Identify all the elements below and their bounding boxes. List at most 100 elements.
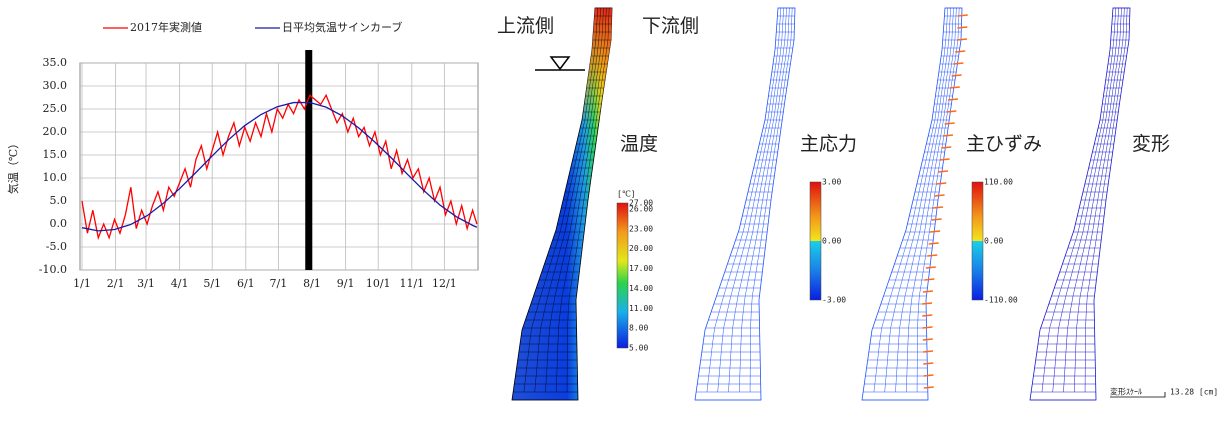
colorbar-label: 23.00 [629,224,653,233]
colorbar-label: 0.00 [984,237,1003,246]
strain-arrow [946,110,957,113]
x-tick-label: 9/1 [337,277,355,290]
dam-panels: 上流側 下流側 温度 主応力 主ひずみ 変形 [℃] 変形ｽｹｰﾙ 13.28 … [497,7,1218,401]
colorbar-label: 20.00 [629,244,653,253]
y-axis-label: 気温（℃） [6,138,20,194]
mesh-line [1052,7,1119,393]
mesh-line [1041,7,1117,393]
mesh-line [728,7,787,393]
mesh-line [706,7,782,393]
x-tick-label: 2/1 [107,277,125,290]
plot-area [79,62,479,271]
panel-title: 温度 [620,133,658,155]
mesh-line [717,7,784,393]
y-tick-label: 20.0 [43,125,68,138]
x-tick-label: 3/1 [137,277,155,290]
colorbar-label: 3.00 [822,178,841,187]
y-tick-label: -10.0 [39,263,67,276]
strain-arrow [922,350,934,353]
strain-arrow [923,374,934,377]
strain-arrow [957,26,968,29]
panel-title: 主応力 [800,133,857,155]
dam-outline [861,7,963,401]
y-tick-label: 15.0 [43,148,68,161]
mesh-line [895,7,954,393]
series-line [81,101,478,232]
y-tick-label: 25.0 [43,102,68,115]
strain-arrow [951,74,962,77]
colorbar-label: 14.00 [629,284,653,293]
colorbar-label: -110.00 [984,296,1018,305]
water-level-symbol [549,56,571,71]
x-tick-label: 10/1 [366,277,391,290]
strain-arrow [947,98,959,101]
downstream-label: 下流側 [642,15,699,37]
mesh-line [873,7,949,393]
x-tick-label: 5/1 [203,277,221,290]
strain-arrow [922,338,933,341]
mesh-line [1074,7,1125,393]
strain-arrow [922,326,933,329]
date-marker [305,50,313,270]
strain-arrow [924,278,935,281]
upstream-label: 上流側 [497,15,554,37]
strain-arrow [928,242,939,245]
colorbar [809,181,822,301]
y-tick-label: -5.0 [46,240,67,253]
mesh-line [749,7,793,393]
strain-arrow [934,194,945,197]
y-tick-label: 30.0 [43,79,68,92]
x-tick-label: 6/1 [237,277,255,290]
colorbar-label: 5.00 [629,344,648,353]
y-tick-label: 0.0 [50,217,68,230]
colorbar-unit: [℃] [617,190,636,199]
colorbar [616,202,629,349]
strain-arrow [957,14,968,17]
mesh-line [884,7,951,393]
strain-arrow [953,62,964,65]
x-tick-label: 7/1 [270,277,288,290]
mesh-line [556,7,607,393]
strain-arrow [930,230,941,233]
line-chart: 気温（℃） -10.0 -5.0 0.0 5.0 10.0 15.0 20.0 25.0 30.… [6,20,479,290]
colorbar-label: 11.00 [629,304,653,313]
panel-title: 主ひずみ [966,133,1042,155]
strain-arrow [923,386,934,389]
mesh-line [739,7,790,393]
strain-arrow [955,50,966,53]
series-line [81,93,478,241]
mesh-line [534,7,601,393]
strain-arrow [931,218,942,221]
strain-arrow [923,362,934,365]
strain-arrow [956,38,968,41]
strain-arrow [922,290,934,293]
y-tick-label: 10.0 [43,171,68,184]
strain-arrow [925,266,936,269]
strain-arrow [927,254,938,257]
legend-label: 日平均気温サインカーブ [282,20,402,34]
colorbar-label: 17.00 [629,264,653,273]
colorbar-label: 8.00 [629,324,648,333]
scale-label: 変形ｽｹｰﾙ [1110,387,1142,397]
mesh-line [906,7,957,393]
scale-value: 13.28 [cm] [1170,388,1218,397]
strain-arrow [941,146,952,149]
y-tick-label: 35.0 [43,56,68,69]
strain-arrow [944,122,955,125]
x-tick-label: 1/1 [73,277,91,290]
x-tick-label: 4/1 [171,277,189,290]
x-tick-label: 12/1 [432,277,457,290]
colorbar-label: -3.00 [822,296,846,305]
mesh-line [566,7,610,393]
strain-arrow [942,134,954,137]
strain-arrow [922,314,933,317]
strain-arrow [937,170,948,173]
dam-outline [1029,7,1131,401]
scale-bar [1110,392,1166,398]
legend-label: 2017年実測値 [130,20,202,34]
strain-arrow [922,302,933,305]
y-tick-label: 5.0 [50,194,68,207]
strain-arrow [939,158,950,161]
mesh-line [523,7,599,393]
